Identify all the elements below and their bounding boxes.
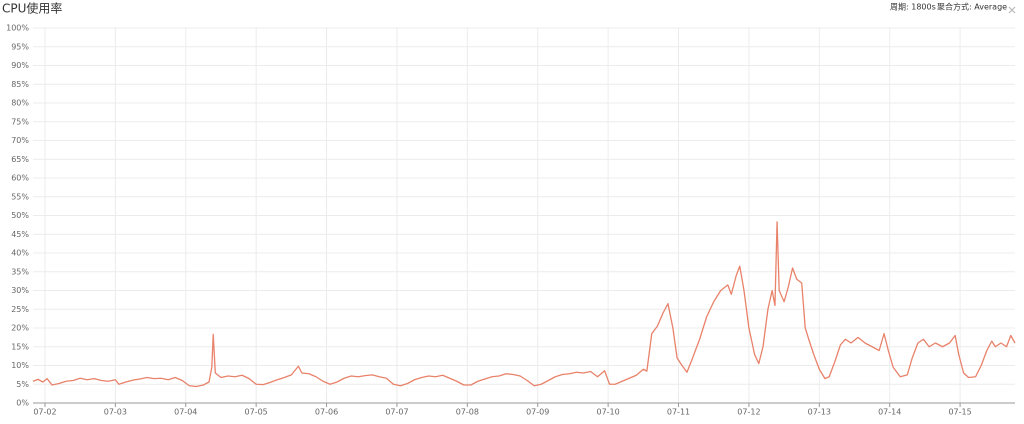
x-tick-label: 07-13: [808, 408, 831, 417]
close-icon: [1008, 6, 1016, 14]
y-tick-label: 80%: [11, 99, 29, 108]
x-tick-label: 07-09: [526, 408, 549, 417]
x-tick-label: 07-03: [104, 408, 127, 417]
y-tick-label: 100%: [6, 24, 29, 33]
x-tick-label: 07-07: [385, 408, 408, 417]
y-tick-label: 15%: [11, 342, 29, 351]
y-tick-label: 35%: [11, 267, 29, 276]
y-tick-label: 50%: [11, 211, 29, 220]
y-tick-label: 70%: [11, 136, 29, 145]
x-tick-label: 07-15: [948, 408, 971, 417]
aggregation[interactable]: 聚合方式: Average: [937, 2, 1007, 12]
x-tick-label: 07-12: [737, 408, 760, 417]
y-tick-label: 20%: [11, 324, 29, 333]
y-tick-label: 65%: [11, 155, 29, 164]
x-tick-label: 07-05: [245, 408, 268, 417]
y-tick-label: 55%: [11, 192, 29, 201]
y-tick-label: 5%: [16, 380, 29, 389]
y-tick-label: 10%: [11, 361, 29, 370]
x-tick-label: 07-14: [878, 408, 901, 417]
y-tick-label: 60%: [11, 174, 29, 183]
y-tick-label: 25%: [11, 305, 29, 314]
x-tick-label: 07-11: [667, 408, 690, 417]
y-tick-label: 40%: [11, 249, 29, 258]
y-tick-label: 75%: [11, 117, 29, 126]
x-tick-label: 07-02: [33, 408, 56, 417]
line: [32, 221, 1016, 388]
y-tick-label: 95%: [11, 42, 29, 51]
x-tick-label: 07-08: [456, 408, 479, 417]
y-tick-label: 45%: [11, 230, 29, 239]
chart-title: CPU使用率: [2, 1, 62, 16]
y-tick-label: 85%: [11, 80, 29, 89]
y-tick-label: 0%: [16, 399, 29, 408]
y-tick-label: 90%: [11, 61, 29, 70]
y-tick-label: 30%: [11, 286, 29, 295]
x-tick-label: 07-06: [315, 408, 338, 417]
close-button[interactable]: [1008, 6, 1016, 14]
x-tick-label: 07-04: [174, 408, 197, 417]
x-tick-label: 07-10: [596, 408, 619, 417]
period[interactable]: 周期: 1800s: [890, 3, 936, 12]
